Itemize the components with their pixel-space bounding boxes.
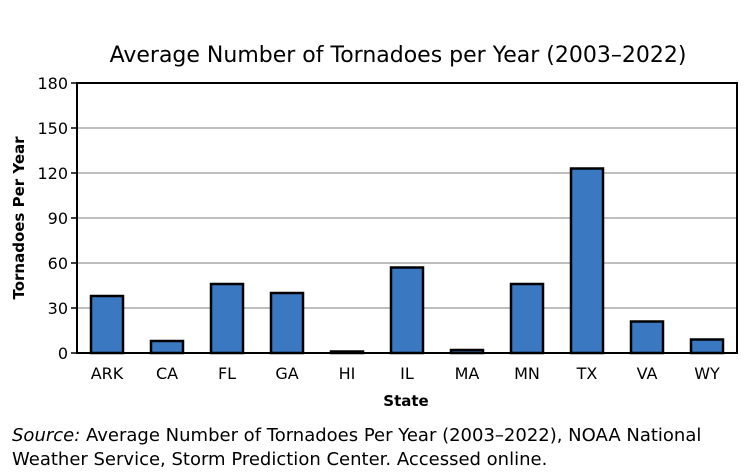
y-tick-label: 90 (48, 209, 68, 228)
bar-mn (509, 282, 545, 355)
y-tick-label: 60 (48, 254, 68, 273)
x-tick-label: MA (455, 364, 480, 383)
bar-wy (689, 338, 725, 355)
x-tick-label: FL (218, 364, 236, 383)
x-tick-label: GA (275, 364, 298, 383)
bar-va (629, 320, 665, 355)
y-tick-label: 30 (48, 299, 68, 318)
y-tick-labels: 0 30 60 90 120 150 180 (37, 74, 77, 363)
x-tick-label: VA (637, 364, 658, 383)
bar-tx (569, 167, 605, 355)
bar-ark (89, 294, 125, 355)
x-tick-label: HI (339, 364, 356, 383)
plot-frame (76, 82, 738, 354)
x-tick-label: TX (576, 364, 598, 383)
y-tick-label: 180 (37, 74, 68, 93)
x-axis-label: State (383, 392, 428, 410)
x-tick-label: ARK (91, 364, 124, 383)
y-tick-label: 120 (37, 164, 68, 183)
source-text: Average Number of Tornadoes Per Year (20… (12, 425, 702, 470)
y-tick-label: 0 (58, 344, 68, 363)
bars (89, 167, 725, 355)
source-lead: Source: (12, 425, 81, 446)
bar-fl (209, 282, 245, 355)
y-tick-label: 150 (37, 119, 68, 138)
bar-chart: Average Number of Tornadoes per Year (20… (10, 43, 738, 410)
bar-ca (149, 339, 185, 355)
source-note: Source: Average Number of Tornadoes Per … (12, 424, 742, 472)
x-tick-label: MN (514, 364, 540, 383)
bar-il (389, 266, 425, 355)
y-axis-label: Tornadoes Per Year (10, 136, 28, 300)
chart-title: Average Number of Tornadoes per Year (20… (110, 43, 687, 68)
bar-ga (269, 291, 305, 355)
x-tick-label: WY (694, 364, 720, 383)
x-tick-label: IL (400, 364, 414, 383)
gridlines (77, 127, 737, 309)
x-tick-label: CA (156, 364, 178, 383)
x-tick-labels: ARK CA FL GA HI IL MA MN TX VA WY (91, 364, 720, 383)
